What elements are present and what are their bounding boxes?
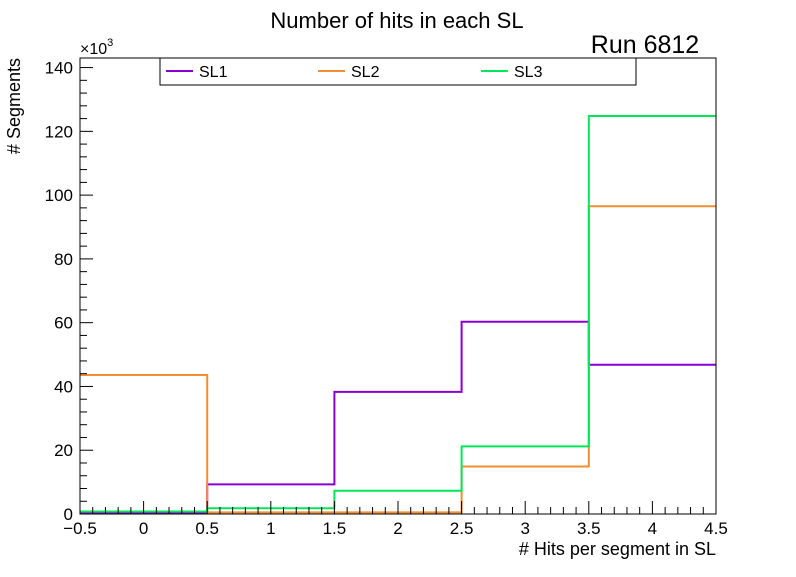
y-tick-label: 40 — [54, 377, 73, 396]
y-tick-label: 100 — [45, 186, 73, 205]
legend-items: SL1 SL2 SL3 — [166, 64, 543, 81]
legend-entry-sl1: SL1 — [166, 64, 228, 81]
y-tick-label: 20 — [54, 441, 73, 460]
run-label: Run 6812 — [591, 31, 699, 59]
y-multiplier-base: ×10 — [80, 41, 107, 58]
legend-label: SL1 — [199, 64, 228, 81]
y-tick-label: 140 — [45, 59, 73, 78]
x-tick-label: 2.5 — [450, 519, 474, 538]
x-tick-label: 0 — [139, 519, 148, 538]
x-axis: −0.5 0 0.5 1 1.5 2 2.5 3 3.5 4 4.5 — [63, 501, 728, 538]
y-tick-label: 0 — [64, 505, 73, 524]
x-tick-label: 3.5 — [577, 519, 601, 538]
series-line-sl1 — [80, 320, 716, 515]
x-tick-label: −0.5 — [63, 519, 97, 538]
legend-label: SL2 — [351, 64, 380, 81]
y-tick-label: 120 — [45, 122, 73, 141]
series-layer — [80, 115, 716, 515]
legend: SL1 SL2 SL3 — [159, 57, 637, 86]
series-line-sl2 — [80, 205, 716, 514]
y-multiplier: ×103 — [80, 37, 113, 58]
legend-label: SL3 — [514, 64, 543, 81]
legend-entry-sl3: SL3 — [481, 64, 543, 81]
y-multiplier-exponent: 3 — [107, 37, 113, 49]
legend-box — [159, 57, 637, 86]
chart-title: Number of hits in each SL — [270, 8, 523, 33]
y-axis-label: # Segments — [4, 58, 24, 154]
x-tick-label: 1.5 — [323, 519, 347, 538]
x-tick-label: 1 — [266, 519, 275, 538]
x-tick-label: 2 — [393, 519, 402, 538]
plot-area: −0.5 0 0.5 1 1.5 2 2.5 3 3.5 4 4.5 020406080100120… — [45, 57, 728, 538]
x-tick-label: 4.5 — [704, 519, 728, 538]
x-tick-label: 0.5 — [195, 519, 219, 538]
x-tick-label: 4 — [648, 519, 657, 538]
plot-frame — [79, 57, 717, 515]
series-line-sl3 — [80, 115, 716, 513]
legend-entry-sl2: SL2 — [318, 64, 380, 81]
y-axis: 0 20 40 60 80 100 120 140 — [45, 59, 93, 524]
x-axis-label: # Hits per segment in SL — [519, 539, 716, 559]
y-tick-label: 60 — [54, 314, 73, 333]
y-tick-label: 80 — [54, 250, 73, 269]
x-tick-label: 3 — [520, 519, 529, 538]
